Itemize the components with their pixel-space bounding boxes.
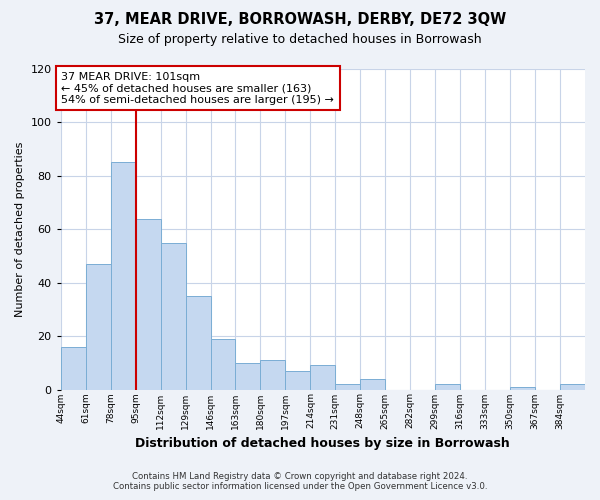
Text: 37, MEAR DRIVE, BORROWASH, DERBY, DE72 3QW: 37, MEAR DRIVE, BORROWASH, DERBY, DE72 3… — [94, 12, 506, 28]
Bar — [211, 339, 235, 390]
Bar — [510, 387, 535, 390]
Bar — [286, 371, 310, 390]
Bar — [560, 384, 585, 390]
X-axis label: Distribution of detached houses by size in Borrowash: Distribution of detached houses by size … — [136, 437, 510, 450]
Text: Contains HM Land Registry data © Crown copyright and database right 2024.
Contai: Contains HM Land Registry data © Crown c… — [113, 472, 487, 491]
Y-axis label: Number of detached properties: Number of detached properties — [15, 142, 25, 317]
Bar — [110, 162, 136, 390]
Text: 37 MEAR DRIVE: 101sqm
← 45% of detached houses are smaller (163)
54% of semi-det: 37 MEAR DRIVE: 101sqm ← 45% of detached … — [61, 72, 334, 105]
Bar — [260, 360, 286, 390]
Text: Size of property relative to detached houses in Borrowash: Size of property relative to detached ho… — [118, 32, 482, 46]
Bar — [310, 366, 335, 390]
Bar — [161, 242, 185, 390]
Bar — [235, 363, 260, 390]
Bar — [136, 218, 161, 390]
Bar — [61, 347, 86, 390]
Bar — [335, 384, 361, 390]
Bar — [185, 296, 211, 390]
Bar — [361, 379, 385, 390]
Bar — [86, 264, 110, 390]
Bar — [435, 384, 460, 390]
